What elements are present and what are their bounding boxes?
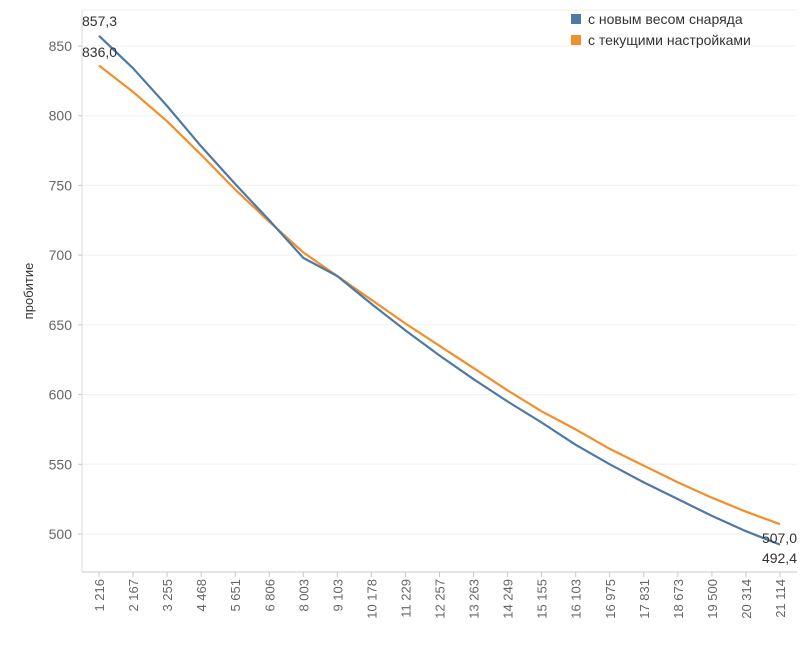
y-axis-title: пробитие	[21, 263, 36, 320]
x-tick-label: 2 167	[126, 579, 141, 612]
data-labels: 857,3 836,0 507,0 492,4	[82, 13, 797, 566]
data-label-start-series-1: 836,0	[82, 44, 117, 60]
y-tick-label: 550	[49, 456, 73, 472]
x-tick-label: 3 255	[160, 579, 175, 612]
x-tick-label: 21 114	[773, 579, 788, 618]
y-tick-label: 600	[49, 387, 73, 403]
x-tick-label: 16 975	[603, 579, 618, 619]
axes: 500 550 600 650 700 750 800 850 пробитие 1 216 2 1…	[21, 9, 797, 619]
x-tick-label: 10 178	[364, 579, 379, 619]
series-line-0	[98, 35, 781, 546]
gridlines	[82, 45, 797, 535]
x-tick-label: 14 249	[501, 579, 516, 619]
x-tick-label: 8 003	[296, 579, 311, 612]
legend-swatch-0	[571, 14, 581, 24]
x-tick-label: 4 468	[194, 579, 209, 612]
x-tick-label: 6 806	[262, 579, 277, 612]
y-tick-label: 500	[49, 526, 73, 542]
x-tick-label: 13 263	[467, 579, 482, 619]
data-label-start-series-0: 857,3	[82, 13, 117, 29]
x-tick-label: 11 229	[398, 579, 413, 618]
x-tick-label: 17 831	[637, 579, 652, 619]
x-tick-label: 16 103	[569, 579, 584, 619]
legend-label-1: с текущими настройками	[588, 32, 751, 48]
x-tick-label: 5 651	[228, 579, 243, 612]
y-tick-label: 750	[49, 177, 73, 193]
legend-label-0: с новым весом снаряда	[588, 11, 743, 27]
x-tick-label: 20 314	[739, 579, 754, 619]
x-tick-label: 12 257	[433, 579, 448, 619]
y-tick-label: 700	[49, 247, 73, 263]
series-line-1	[98, 64, 781, 526]
x-tick-label: 18 673	[671, 579, 686, 619]
y-tick-label: 650	[49, 317, 73, 333]
y-tick-label: 850	[49, 38, 73, 54]
series-lines	[98, 35, 781, 546]
x-tick-label: 15 155	[535, 579, 550, 619]
x-tick-label: 1 216	[92, 579, 107, 612]
legend-swatch-1	[571, 35, 581, 45]
data-label-end-series-1: 507,0	[762, 530, 797, 546]
legend[interactable]: с новым весом снаряда с текущими настройк…	[571, 11, 751, 48]
x-tick-label: 19 500	[705, 579, 720, 619]
data-label-end-series-0: 492,4	[762, 550, 797, 566]
y-tick-label: 800	[49, 108, 73, 124]
x-tick-label: 9 103	[330, 579, 345, 612]
